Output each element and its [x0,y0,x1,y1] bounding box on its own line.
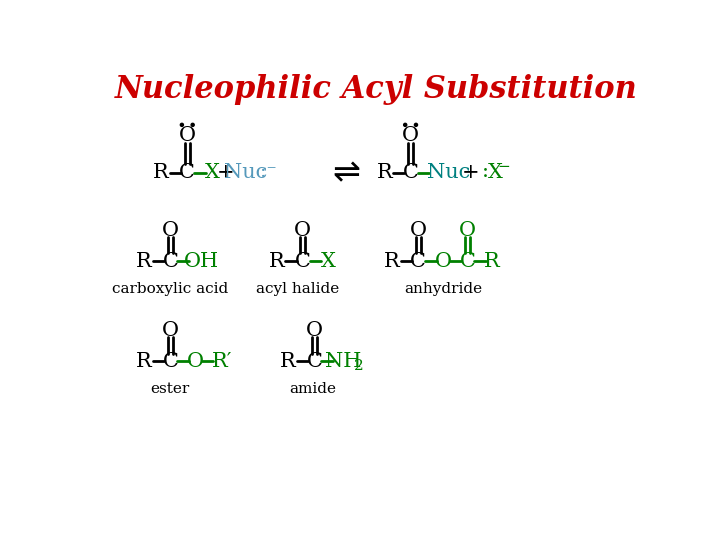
Text: Nucleophilic Acyl Substitution: Nucleophilic Acyl Substitution [115,74,638,105]
Text: R: R [136,252,152,271]
Text: R: R [153,163,169,182]
Text: anhydride: anhydride [404,282,482,296]
Text: O: O [186,352,204,371]
Circle shape [191,123,194,126]
Text: OH: OH [184,252,219,271]
Text: :: : [482,163,488,181]
Text: C: C [402,163,418,182]
Text: −: − [498,160,510,174]
Text: X: X [205,163,220,182]
Text: NH: NH [325,352,361,371]
Text: carboxylic acid: carboxylic acid [112,282,228,296]
Text: +: + [462,163,480,182]
Text: O: O [410,221,427,240]
Text: O: O [459,221,476,240]
Circle shape [415,123,418,126]
Text: C: C [163,352,179,371]
Text: O: O [306,321,323,340]
Text: R: R [377,163,392,182]
Text: :⁻: :⁻ [260,163,276,181]
Text: Nuc: Nuc [224,163,267,182]
Text: 2: 2 [354,359,364,373]
Text: Nuc: Nuc [428,163,471,182]
Text: O: O [162,321,179,340]
Circle shape [404,123,407,126]
Text: ⇌: ⇌ [332,156,360,189]
Text: O: O [434,252,451,271]
Text: O: O [402,126,419,145]
Circle shape [180,123,184,126]
Text: acyl halide: acyl halide [256,282,339,296]
Text: O: O [179,126,196,145]
Text: X: X [320,252,336,271]
Text: C: C [459,252,475,271]
Text: C: C [307,352,323,371]
Text: C: C [410,252,426,271]
Text: R: R [384,252,400,271]
Text: C: C [163,252,179,271]
Text: ester: ester [150,382,190,396]
Text: R: R [280,352,296,371]
Text: C: C [179,163,195,182]
Text: O: O [162,221,179,240]
Text: C: C [295,252,311,271]
Text: R′: R′ [212,352,232,371]
Text: R: R [136,352,152,371]
Text: R: R [485,252,500,271]
Text: O: O [294,221,311,240]
Text: amide: amide [289,382,336,396]
Text: X: X [487,163,503,182]
Text: R: R [269,252,284,271]
Text: +: + [217,163,235,182]
